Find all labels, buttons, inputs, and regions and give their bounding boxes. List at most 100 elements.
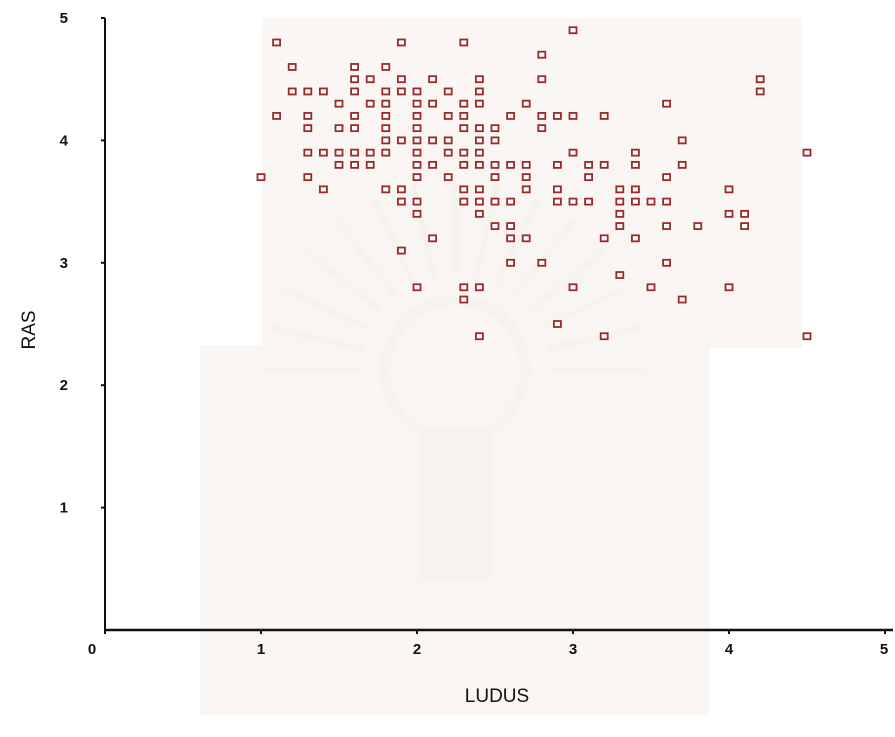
scatter-point — [428, 160, 438, 169]
scatter-point — [615, 197, 625, 206]
scatter-point — [350, 87, 360, 96]
scatter-point — [412, 87, 422, 96]
scatter-point — [381, 136, 391, 145]
scatter-point — [724, 283, 734, 292]
scatter-point — [631, 148, 640, 157]
scatter-point — [490, 222, 500, 230]
scatter-point — [272, 38, 282, 47]
scatter-point — [459, 148, 469, 157]
scatter-points — [256, 26, 812, 341]
scatter-point — [474, 75, 484, 84]
scatter-point — [412, 283, 422, 292]
scatter-point — [599, 234, 609, 243]
scatter-point — [396, 87, 406, 96]
scatter-point — [412, 136, 422, 145]
scatter-point — [381, 63, 391, 71]
scatter-point — [490, 124, 500, 133]
scatter-point — [677, 160, 687, 169]
x-tick-label: 0 — [88, 641, 96, 658]
scatter-point — [553, 160, 562, 169]
scatter-point — [412, 160, 422, 169]
scatter-point — [318, 148, 328, 157]
scatter-point — [537, 75, 547, 84]
scatter-point — [443, 112, 453, 120]
scatter-point — [272, 112, 282, 120]
y-tick-label: 2 — [60, 377, 68, 394]
scatter-point — [802, 332, 812, 341]
y-axis: 1 2 3 4 5 — [60, 10, 106, 630]
scatter-point — [459, 38, 469, 47]
scatter-point — [412, 209, 422, 218]
scatter-point — [459, 99, 469, 108]
scatter-point — [615, 271, 625, 279]
scatter-point — [350, 63, 360, 71]
scatter-point — [755, 87, 765, 96]
y-tick-label: 3 — [60, 255, 68, 272]
scatter-point — [396, 185, 406, 194]
scatter-point — [724, 209, 734, 218]
x-axis-title: LUDUS — [465, 686, 529, 707]
scatter-point — [537, 124, 547, 133]
scatter-point — [396, 197, 406, 206]
scatter-point — [334, 99, 344, 108]
x-axis: 0 1 2 3 4 5 — [88, 628, 893, 658]
scatter-point — [287, 87, 297, 96]
scatter-point — [365, 148, 375, 157]
scatter-point — [521, 160, 531, 169]
scatter-point — [350, 160, 360, 169]
scatter-point — [396, 38, 406, 47]
y-tick-label: 4 — [60, 132, 69, 149]
scatter-point — [584, 160, 593, 169]
x-tick-label: 3 — [569, 641, 577, 658]
scatter-point — [677, 136, 687, 145]
scatter-point — [396, 75, 406, 84]
scatter-point — [740, 209, 749, 218]
scatter-point — [303, 173, 313, 182]
scatter-point — [490, 197, 500, 206]
scatter-point — [474, 197, 484, 206]
scatter-point — [381, 99, 391, 108]
scatter-point — [365, 160, 375, 169]
x-tick-label: 2 — [413, 641, 421, 658]
scatter-point — [459, 160, 469, 169]
scatter-point — [459, 197, 469, 206]
scatter-point — [568, 26, 578, 35]
watermark-seal — [200, 18, 802, 715]
scatter-point — [568, 148, 578, 157]
scatter-point — [303, 148, 313, 157]
scatter-point — [396, 136, 406, 145]
scatter-point — [459, 283, 469, 292]
scatter-point — [443, 87, 453, 96]
scatter-point — [568, 112, 578, 120]
scatter-point — [553, 320, 562, 328]
scatter-point — [662, 197, 671, 206]
scatter-point — [724, 185, 734, 194]
scatter-point — [553, 112, 562, 120]
scatter-point — [646, 197, 656, 206]
scatter-point — [412, 197, 422, 206]
scatter-point — [631, 234, 640, 243]
scatter-point — [615, 222, 625, 230]
scatter-point — [662, 173, 671, 182]
scatter-point — [459, 112, 469, 120]
scatter-point — [568, 197, 578, 206]
scatter-point — [303, 124, 313, 133]
scatter-point — [662, 222, 671, 230]
scatter-point — [568, 283, 578, 292]
x-tick-label: 4 — [725, 641, 734, 658]
scatter-point — [396, 246, 406, 255]
scatter-point — [412, 124, 422, 133]
scatter-point — [412, 112, 422, 120]
scatter-point — [443, 173, 453, 182]
scatter-point — [459, 295, 469, 304]
scatter-point — [631, 185, 640, 194]
scatter-point — [474, 136, 484, 145]
scatter-point — [553, 197, 562, 206]
scatter-point — [537, 50, 547, 59]
scatter-point — [506, 234, 516, 243]
scatter-point — [662, 258, 671, 267]
scatter-point — [755, 75, 765, 84]
scatter-point — [631, 160, 640, 169]
scatter-point — [381, 148, 391, 157]
